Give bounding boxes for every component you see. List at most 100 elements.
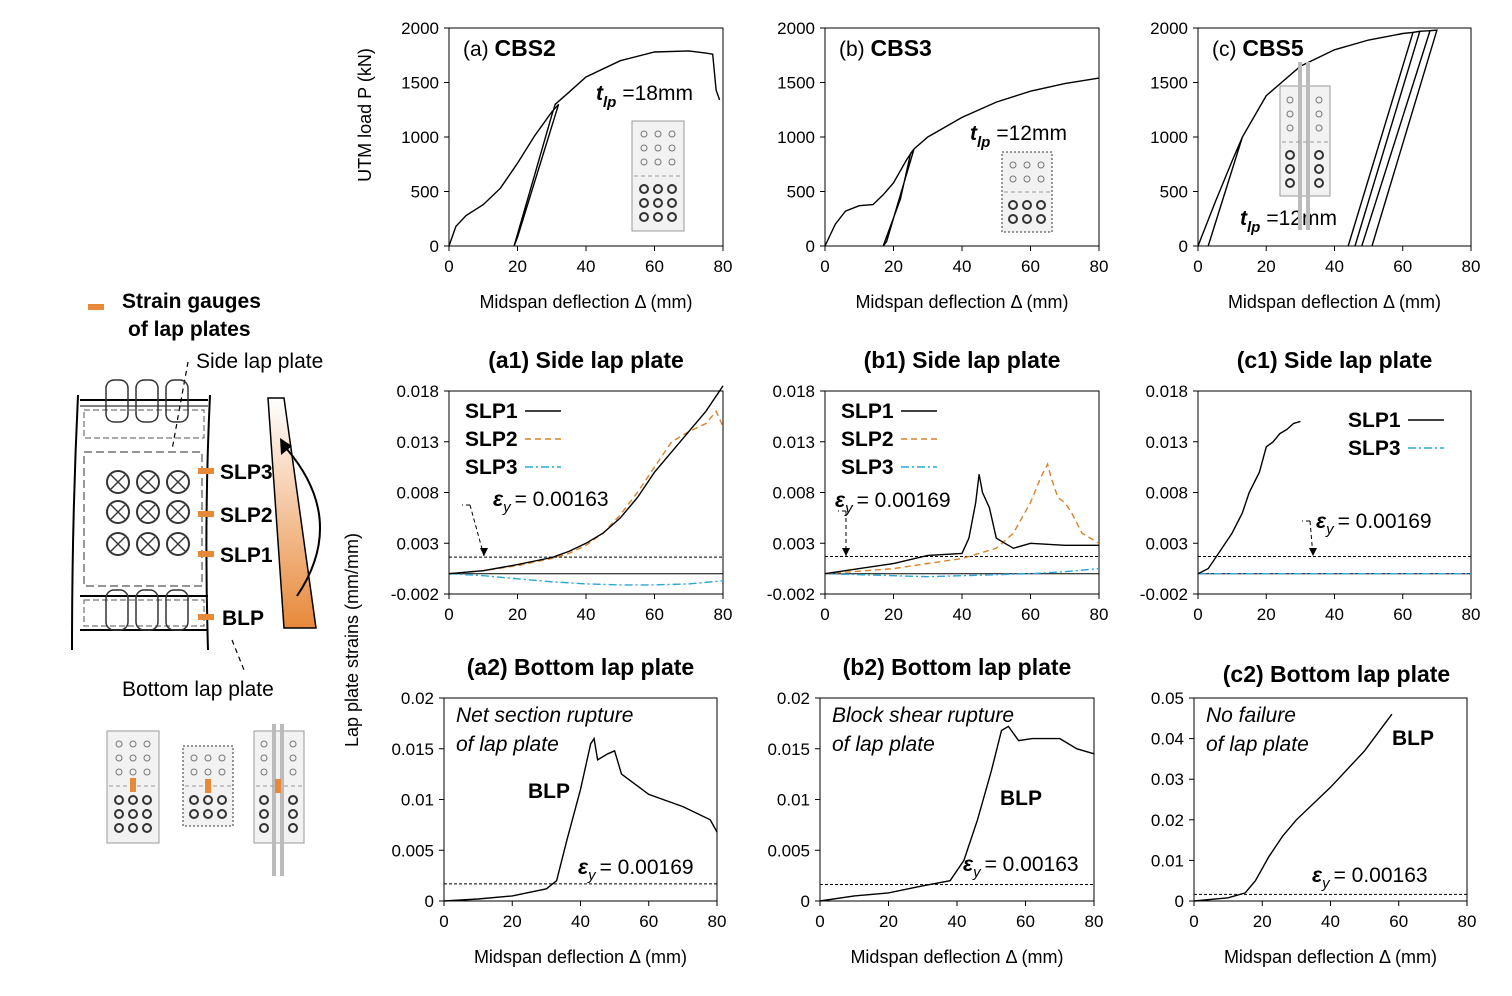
bolt-hole-icon	[654, 144, 662, 152]
x-tick-label: 60	[1389, 912, 1408, 931]
chart-side-a1: -0.002 0.003 0.008 0.013 0.018 0 20 40 60 80 (a1) …	[391, 347, 733, 624]
bolt-hole-icon	[1315, 124, 1323, 132]
y-axis-label-load: UTM load P (kN)	[355, 48, 375, 182]
bolt-icon	[105, 379, 129, 423]
yield-annotation: εy = 0.00163	[493, 488, 609, 516]
y-tick-label: 0.008	[772, 484, 815, 503]
y-tick-label: 0.003	[772, 534, 815, 553]
plate-thickness-annotation: tlp=12mm	[1240, 207, 1337, 236]
bolt-icon	[165, 589, 189, 631]
bolt-icon	[1285, 178, 1295, 188]
beam-web-strip	[1306, 62, 1310, 230]
bolt-icon	[1022, 200, 1032, 210]
chart-title: (c1) Side lap plate	[1237, 347, 1433, 373]
bolt-hole-icon	[668, 130, 676, 138]
gauge-marker	[275, 779, 281, 793]
chart-title: (a1) Side lap plate	[488, 347, 684, 373]
y-tick-label: 0.03	[1151, 770, 1184, 789]
chart-bottom-b2: 0 0.005 0.01 0.015 0.02 0 20 40 60 80 Midspan defl…	[767, 654, 1103, 967]
failure-note-line-2: of lap plate	[456, 733, 559, 756]
bolt-hole-icon	[1315, 110, 1323, 118]
y-tick-label: 1000	[777, 128, 815, 147]
failure-note-line-1: Block shear rupture	[832, 704, 1014, 727]
bolt-icon	[653, 212, 663, 222]
x-tick-label: 40	[571, 912, 590, 931]
bolt-hole-icon	[668, 144, 676, 152]
y-tick-label: 1000	[401, 128, 439, 147]
x-tick-label: 0	[444, 257, 453, 276]
x-tick-label: 0	[444, 605, 453, 624]
gauge-slp3-marker	[198, 468, 214, 474]
yield-leader	[462, 504, 485, 557]
side-lap-plate-label: Side lap plate	[196, 350, 323, 373]
gauge-slp1-marker	[198, 551, 214, 557]
y-tick-label: 0.018	[772, 382, 815, 401]
legend-gauge-swatch	[88, 304, 104, 310]
x-tick-label: 80	[708, 912, 727, 931]
x-tick-label: 20	[884, 257, 903, 276]
bottom-lap-plate	[83, 599, 205, 627]
y-tick-label: 0.003	[396, 534, 439, 553]
chart-title: (c) CBS5	[1212, 35, 1304, 61]
bolt-icon	[1314, 150, 1324, 160]
legend-label-slp3: SLP3	[465, 456, 518, 479]
plot-frame	[1197, 390, 1472, 595]
x-tick-label: 0	[1189, 912, 1198, 931]
y-axis-label-strain: Lap plate strains (mm/mm)	[342, 533, 362, 747]
x-tick-label: 20	[879, 912, 898, 931]
bolt-icon	[1285, 150, 1295, 160]
x-tick-label: 20	[1253, 912, 1272, 931]
bolt-hole-icon	[1023, 161, 1031, 169]
x-tick-label: 0	[1193, 257, 1202, 276]
x-axis-label: Midspan deflection Δ (mm)	[1228, 292, 1441, 312]
gauge-slp3-label: SLP3	[220, 461, 273, 484]
chart-load-cbs3: 0 500 1000 1500 2000 0 20 40 60 80 Midspan deflect…	[777, 19, 1108, 312]
y-tick-label: -0.002	[1140, 585, 1188, 604]
y-tick-label: 0.018	[396, 382, 439, 401]
y-tick-label: 2000	[401, 19, 439, 38]
legend-line-1: Strain gauges	[122, 290, 261, 313]
plate-thickness-annotation: tlp =18mm	[596, 82, 693, 111]
failure-note-line-2: of lap plate	[832, 733, 935, 756]
y-tick-label: 0.01	[1151, 851, 1184, 870]
bolt-icon	[1314, 178, 1324, 188]
chart-load-cbs5: 0 500 1000 1500 2000 0 20 40 60 80 Midspan deflect…	[1150, 19, 1480, 312]
y-tick-label: 0	[425, 892, 434, 911]
series-label-blp: BLP	[1000, 787, 1042, 810]
y-tick-label: 0.005	[767, 841, 810, 860]
yield-annotation: εy = 0.00169	[1316, 510, 1432, 538]
x-tick-label: 80	[1462, 605, 1481, 624]
bolt-icon	[1314, 164, 1324, 174]
y-tick-label: 2000	[1150, 19, 1188, 38]
yield-annotation: εy = 0.00163	[1312, 864, 1428, 892]
x-tick-label: 80	[1090, 257, 1109, 276]
gauge-blp-label: BLP	[222, 607, 264, 630]
y-tick-label: 0.008	[1145, 484, 1188, 503]
gauge-slp2-label: SLP2	[220, 504, 273, 527]
bolt-icon	[135, 379, 159, 423]
series-label-blp: BLP	[1392, 727, 1434, 750]
x-axis-label: Midspan deflection Δ (mm)	[855, 292, 1068, 312]
y-tick-label: 1500	[777, 74, 815, 93]
y-tick-label: 0.018	[1145, 382, 1188, 401]
y-tick-label: 0.02	[1151, 811, 1184, 830]
bolt-hole-icon	[1286, 110, 1294, 118]
bolt-icon	[165, 379, 189, 423]
plate-inset	[1279, 85, 1331, 197]
chart-bottom-c2: 0 0.01 0.02 0.03 0.04 0.05 0 20 40 60 80 Midspan de…	[1151, 661, 1477, 967]
x-tick-label: 60	[645, 257, 664, 276]
series-line-blp	[443, 736, 718, 902]
top-bolts	[105, 379, 189, 423]
x-tick-label: 80	[714, 605, 733, 624]
side-lap-leader-line	[171, 361, 189, 451]
bolt-icon	[1008, 200, 1018, 210]
bolt-icon	[639, 198, 649, 208]
bolt-hole-icon	[640, 130, 648, 138]
plate-diagram-cbs2	[106, 730, 160, 844]
y-tick-label: 0	[801, 892, 810, 911]
x-tick-label: 80	[714, 257, 733, 276]
series-line-slp2	[824, 462, 1100, 575]
x-tick-label: 80	[1458, 912, 1477, 931]
y-tick-label: 1500	[1150, 74, 1188, 93]
